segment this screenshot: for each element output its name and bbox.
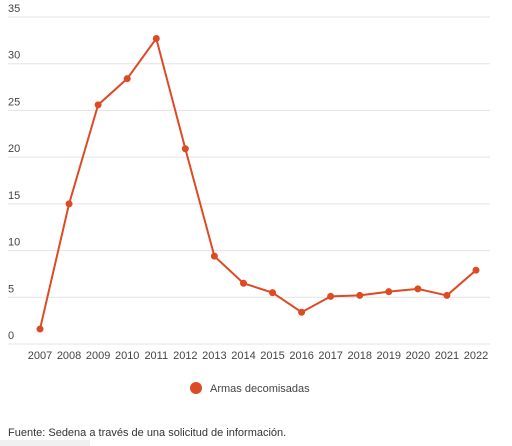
data-point xyxy=(472,266,480,274)
data-point xyxy=(65,200,73,208)
y-tick-label: 20 xyxy=(8,143,20,155)
x-tick-label: 2013 xyxy=(202,350,226,362)
data-point xyxy=(356,291,364,299)
legend-swatch xyxy=(190,382,202,394)
data-point xyxy=(210,252,218,260)
x-tick-label: 2011 xyxy=(144,350,168,362)
scrollbar xyxy=(0,440,90,446)
x-tick-label: 2009 xyxy=(86,350,110,362)
x-tick-label: 2007 xyxy=(28,350,52,362)
x-tick-label: 2010 xyxy=(115,350,139,362)
y-tick-label: 35 xyxy=(8,3,20,15)
data-point xyxy=(385,288,393,296)
data-point xyxy=(298,308,306,316)
data-point xyxy=(443,291,451,299)
x-tick-label: 2017 xyxy=(318,350,342,362)
y-tick-label: 30 xyxy=(8,50,20,62)
x-tick-label: 2008 xyxy=(57,350,81,362)
legend-label: Armas decomisadas xyxy=(210,383,310,395)
data-point xyxy=(36,325,44,333)
y-tick-label: 5 xyxy=(8,283,14,295)
y-tick-label: 10 xyxy=(8,237,20,249)
data-point xyxy=(239,279,247,287)
data-point xyxy=(269,289,277,297)
y-tick-label: 0 xyxy=(8,330,14,342)
y-tick-label: 25 xyxy=(8,96,20,108)
data-point xyxy=(327,292,335,300)
data-point xyxy=(181,145,189,153)
data-point xyxy=(123,75,131,83)
source-note: Fuente: Sedena a través de una solicitud… xyxy=(8,427,286,439)
data-point xyxy=(414,285,422,293)
x-tick-label: 2014 xyxy=(231,350,255,362)
x-tick-label: 2016 xyxy=(289,350,313,362)
x-tick-label: 2022 xyxy=(464,350,488,362)
x-tick-label: 2018 xyxy=(347,350,371,362)
data-point xyxy=(94,101,102,109)
x-tick-label: 2012 xyxy=(173,350,197,362)
y-tick-label: 15 xyxy=(8,190,20,202)
x-tick-label: 2020 xyxy=(406,350,430,362)
series-line xyxy=(39,36,477,330)
x-tick-label: 2019 xyxy=(377,350,401,362)
x-tick-label: 2021 xyxy=(435,350,459,362)
x-tick-label: 2015 xyxy=(260,350,284,362)
data-point xyxy=(152,34,160,42)
